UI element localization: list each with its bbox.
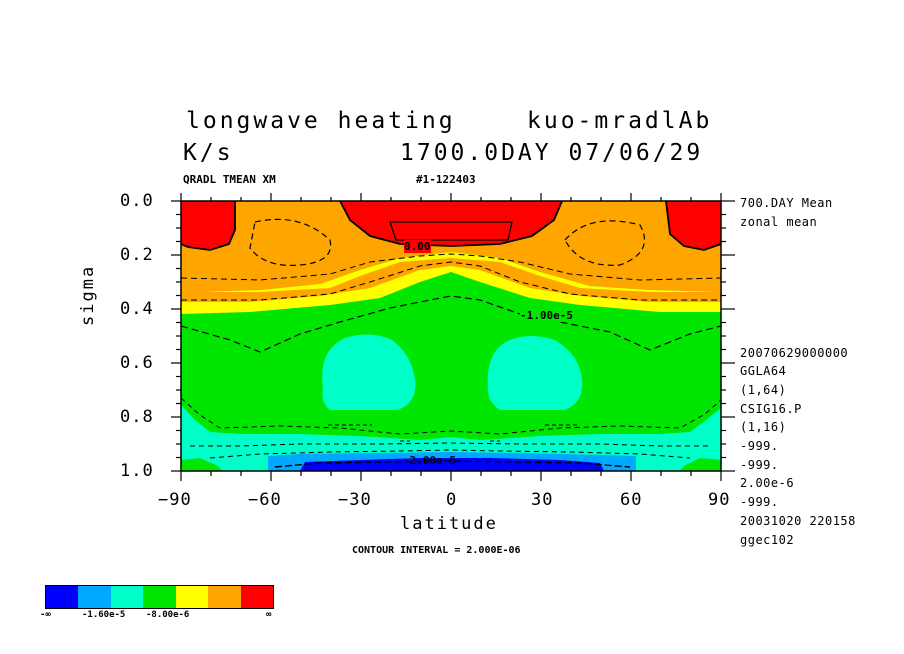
side-info-line: -999.: [740, 439, 779, 453]
x-tick-label: 0: [446, 490, 458, 510]
band-green-corner-left: [181, 458, 222, 471]
colorbar-swatch: [46, 586, 79, 608]
contour-label-neg1: -1.00e-5: [520, 309, 573, 322]
y-axis-label: sigma: [78, 264, 98, 326]
band-red-center: [340, 201, 562, 246]
colorbar-swatch: [208, 586, 241, 608]
side-info-line: CSIG16.P: [740, 402, 802, 416]
side-info-line: 700.DAY Mean: [740, 196, 833, 210]
side-info-line: 2.00e-6: [740, 476, 795, 490]
y-tick-label: 0.0: [120, 191, 154, 211]
band-teal-right: [487, 336, 583, 410]
side-info-line: GGLA64: [740, 364, 787, 378]
x-axis-label: latitude: [400, 514, 498, 534]
colorbar-label: -1.60e-5: [82, 610, 126, 620]
contour-dashed-mid2: [181, 261, 721, 301]
side-info-line: (1,16): [740, 420, 787, 434]
side-info-line: (1,64): [740, 383, 787, 397]
band-red-left: [181, 201, 235, 250]
band-orange-lower: [181, 258, 721, 302]
colorbar-label: -8.00e-6: [146, 610, 190, 620]
x-axis: [180, 193, 722, 481]
colorbar-swatch: [78, 586, 111, 608]
contour-label-neg2: -2.00e-5: [403, 454, 456, 467]
y-tick-label: 0.4: [120, 299, 154, 319]
x-tick-label: −60: [248, 490, 282, 510]
title-line1-right: kuo-mradlAb: [527, 108, 713, 134]
colorbar-label: ∞: [266, 610, 272, 620]
contour-positive-loop: [389, 221, 513, 241]
side-info-line: ggec102: [740, 533, 795, 547]
title-line1-left: longwave heating: [186, 108, 456, 134]
x-tick-label: −90: [158, 490, 192, 510]
contour-dashed-small: [328, 424, 578, 442]
contour-label-zero: 0.00: [404, 240, 431, 253]
colorbar-label: -∞: [40, 610, 51, 620]
side-info-line: 20070629000000: [740, 346, 849, 360]
variable-label: QRADL TMEAN XM: [183, 173, 276, 186]
band-yellow: [181, 252, 721, 314]
side-info-line: -999.: [740, 458, 779, 472]
contour-dashed-mid1: [181, 253, 721, 281]
contour-dashed-low2: [190, 442, 710, 447]
x-tick-label: 30: [531, 490, 554, 510]
side-info-line: -999.: [740, 495, 779, 509]
x-tick-label: 60: [620, 490, 643, 510]
colorbar-swatch: [110, 586, 144, 608]
band-green-corner-right: [680, 458, 721, 471]
contour-dashed-low4: [274, 460, 631, 468]
y-tick-label: 0.8: [120, 407, 154, 427]
contour-dashed-lower: [181, 295, 721, 353]
side-info-line: zonal mean: [740, 215, 818, 229]
y-axis: [171, 200, 735, 472]
x-tick-label: −30: [338, 490, 372, 510]
title-line2-right: 1700.0DAY 07/06/29: [400, 140, 704, 166]
band-blue-bottom: [300, 458, 604, 471]
band-teal-left: [322, 334, 416, 410]
colorbar-swatch: [175, 586, 209, 608]
band-red-right: [666, 201, 721, 250]
contour-dashed-low1: [181, 397, 721, 435]
x-tick-label: 90: [708, 490, 731, 510]
colorbar: [45, 585, 274, 609]
side-info-line: 20031020 220158: [740, 514, 856, 528]
contour-interval-label: CONTOUR INTERVAL = 2.000E-06: [352, 545, 521, 556]
y-tick-label: 0.6: [120, 353, 154, 373]
contour-dashed-upper: [249, 218, 645, 266]
filled-contours: [181, 201, 721, 471]
colorbar-swatch: [143, 586, 176, 608]
contour-zero-line: [181, 201, 721, 251]
contour-lines: [181, 201, 721, 468]
title-line2-left: K/s: [183, 140, 234, 166]
colorbar-swatch: [240, 586, 273, 608]
y-tick-label: 0.2: [120, 245, 154, 265]
contour-dashed-low3: [209, 449, 691, 459]
y-tick-label: 1.0: [120, 461, 154, 481]
run-id-label: #1-122403: [416, 173, 476, 186]
